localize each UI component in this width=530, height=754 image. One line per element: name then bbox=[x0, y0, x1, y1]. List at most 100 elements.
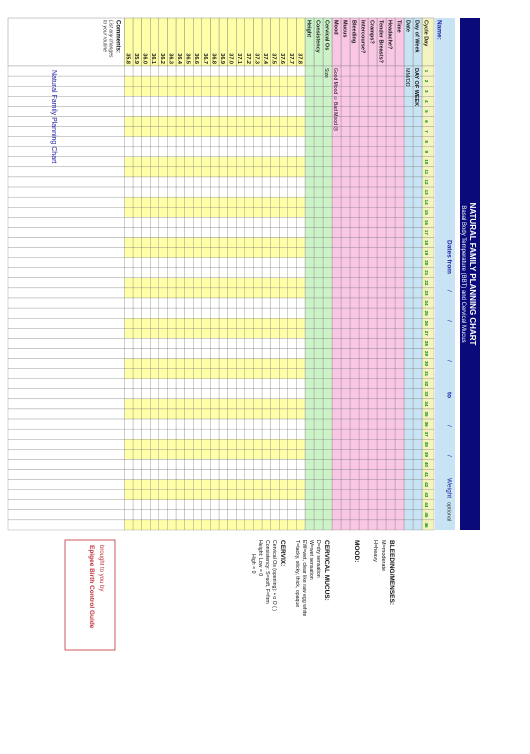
temp-cell-37.0-9[interactable] bbox=[227, 146, 237, 157]
cell-time-9[interactable] bbox=[394, 146, 405, 157]
temp-cell-36.5-8[interactable] bbox=[184, 136, 194, 147]
cell-time-21[interactable] bbox=[394, 267, 405, 278]
cell-dow-46[interactable] bbox=[412, 519, 423, 531]
temp-cell-37.2-8[interactable] bbox=[244, 136, 254, 147]
temp-cell-36.6-28[interactable] bbox=[193, 338, 202, 349]
cell-dow-37[interactable] bbox=[412, 428, 423, 440]
temp-cell-36.5-46[interactable] bbox=[184, 519, 194, 531]
cell-headache-22[interactable] bbox=[385, 277, 396, 289]
temp-cell-36.7-42[interactable] bbox=[201, 479, 211, 490]
cell-tender-34[interactable] bbox=[376, 398, 387, 410]
temp-cell-36.6-19[interactable] bbox=[193, 247, 202, 258]
cell-cervix-32[interactable] bbox=[322, 378, 333, 389]
temp-cell-36.6-9[interactable] bbox=[193, 146, 202, 157]
temp-cell-35.8-10[interactable] bbox=[124, 156, 134, 168]
temp-cell-36.0-35[interactable] bbox=[141, 408, 151, 420]
temp-cell-37.6-37[interactable] bbox=[279, 428, 288, 440]
temp-cell-36.1-31[interactable] bbox=[150, 368, 159, 379]
cell-bleeding-36[interactable] bbox=[349, 418, 360, 430]
comment-cell-21[interactable] bbox=[7, 267, 125, 278]
temp-cell-36.9-34[interactable] bbox=[218, 398, 228, 410]
temp-cell-35.8-20[interactable] bbox=[124, 257, 134, 268]
cell-intercourse-18[interactable] bbox=[358, 237, 369, 248]
temp-cell-36.3-43[interactable] bbox=[167, 489, 177, 500]
temp-cell-37.1-46[interactable] bbox=[236, 519, 245, 531]
temp-cell-37.0-6[interactable] bbox=[227, 116, 237, 127]
cell-dow-28[interactable] bbox=[412, 338, 423, 349]
temp-cell-36.6-40[interactable] bbox=[193, 459, 202, 470]
cell-mood-46[interactable] bbox=[331, 519, 342, 531]
temp-cell-36.7-31[interactable] bbox=[201, 368, 211, 379]
cell-bleeding-8[interactable] bbox=[349, 136, 360, 147]
cell-cervix-46[interactable] bbox=[322, 519, 333, 531]
temp-cell-36.5-27[interactable] bbox=[184, 328, 194, 339]
temp-cell-36.7-25[interactable] bbox=[201, 307, 211, 319]
temp-cell-36.5-25[interactable] bbox=[184, 307, 194, 319]
cell-cervix-44[interactable] bbox=[322, 499, 333, 510]
temp-cell-36.2-21[interactable] bbox=[158, 267, 168, 278]
cell-mood-36[interactable] bbox=[331, 418, 342, 430]
cell-cramps-17[interactable] bbox=[367, 227, 378, 238]
cell-time-23[interactable] bbox=[394, 287, 405, 299]
cell-mucus-18[interactable] bbox=[340, 237, 351, 248]
temp-cell-37.8-3[interactable] bbox=[296, 86, 306, 97]
cell-date-45[interactable] bbox=[403, 509, 414, 521]
cell-date-24[interactable] bbox=[403, 297, 414, 309]
temp-cell-36.3-22[interactable] bbox=[167, 277, 177, 289]
temp-cell-37.8-37[interactable] bbox=[296, 428, 306, 440]
temp-cell-36.2-41[interactable] bbox=[158, 469, 168, 480]
cell-dow-30[interactable] bbox=[412, 358, 423, 369]
temp-cell-37.8-40[interactable] bbox=[296, 459, 306, 470]
temp-cell-36.1-42[interactable] bbox=[150, 479, 159, 490]
temp-cell-36.2-29[interactable] bbox=[158, 348, 168, 359]
temp-cell-36.5-19[interactable] bbox=[184, 247, 194, 258]
temp-cell-36.8-30[interactable] bbox=[210, 358, 220, 369]
cell-tender-13[interactable] bbox=[376, 186, 387, 198]
temp-cell-37.4-23[interactable] bbox=[261, 287, 271, 299]
cell-cramps-39[interactable] bbox=[367, 449, 378, 460]
cell-cramps-31[interactable] bbox=[367, 368, 378, 379]
cell-mucus-33[interactable] bbox=[340, 388, 351, 400]
temp-cell-37.7-5[interactable] bbox=[287, 106, 297, 117]
temp-cell-35.8-27[interactable] bbox=[124, 328, 134, 339]
cell-bleeding-26[interactable] bbox=[349, 318, 360, 329]
temp-cell-37.0-3[interactable] bbox=[227, 86, 237, 97]
cell-cramps-21[interactable] bbox=[367, 267, 378, 278]
cell-intercourse-9[interactable] bbox=[358, 146, 369, 157]
temp-cell-37.3-22[interactable] bbox=[253, 277, 263, 289]
cell-cervix-41[interactable] bbox=[322, 469, 333, 480]
temp-cell-37.3-17[interactable] bbox=[253, 227, 263, 238]
temp-cell-36.2-35[interactable] bbox=[158, 408, 168, 420]
temp-cell-36.6-34[interactable] bbox=[193, 398, 202, 410]
cell-consistency-44[interactable] bbox=[313, 499, 324, 510]
cell-mucus-24[interactable] bbox=[340, 297, 351, 309]
temp-cell-36.7-9[interactable] bbox=[201, 146, 211, 157]
temp-cell-37.0-17[interactable] bbox=[227, 227, 237, 238]
cell-date-28[interactable] bbox=[403, 338, 414, 349]
temp-cell-36.8-2[interactable] bbox=[210, 75, 220, 87]
cell-bleeding-17[interactable] bbox=[349, 227, 360, 238]
comment-cell-35[interactable] bbox=[7, 408, 125, 420]
comment-cell-6[interactable] bbox=[7, 116, 125, 127]
cell-intercourse-7[interactable] bbox=[358, 126, 369, 137]
temp-cell-37.1-9[interactable] bbox=[236, 146, 245, 157]
cell-time-7[interactable] bbox=[394, 126, 405, 137]
temp-cell-37.7-4[interactable] bbox=[287, 96, 297, 107]
temp-cell-37.5-10[interactable] bbox=[270, 156, 280, 168]
cell-cramps-26[interactable] bbox=[367, 318, 378, 329]
temp-cell-36.9-29[interactable] bbox=[218, 348, 228, 359]
temp-cell-36.7-15[interactable] bbox=[201, 207, 211, 218]
temp-cell-36.0-23[interactable] bbox=[141, 287, 151, 299]
temp-cell-36.2-40[interactable] bbox=[158, 459, 168, 470]
cell-height-11[interactable] bbox=[304, 166, 315, 178]
temp-cell-36.9-35[interactable] bbox=[218, 408, 228, 420]
temp-cell-36.4-35[interactable] bbox=[175, 408, 185, 420]
temp-cell-37.4-38[interactable] bbox=[261, 439, 271, 450]
temp-cell-37.6-21[interactable] bbox=[279, 267, 288, 278]
cell-mucus-20[interactable] bbox=[340, 257, 351, 268]
temp-cell-37.4-41[interactable] bbox=[261, 469, 271, 480]
temp-cell-37.8-29[interactable] bbox=[296, 348, 306, 359]
cell-height-28[interactable] bbox=[304, 338, 315, 349]
temp-cell-36.5-37[interactable] bbox=[184, 428, 194, 440]
temp-cell-36.5-28[interactable] bbox=[184, 338, 194, 349]
